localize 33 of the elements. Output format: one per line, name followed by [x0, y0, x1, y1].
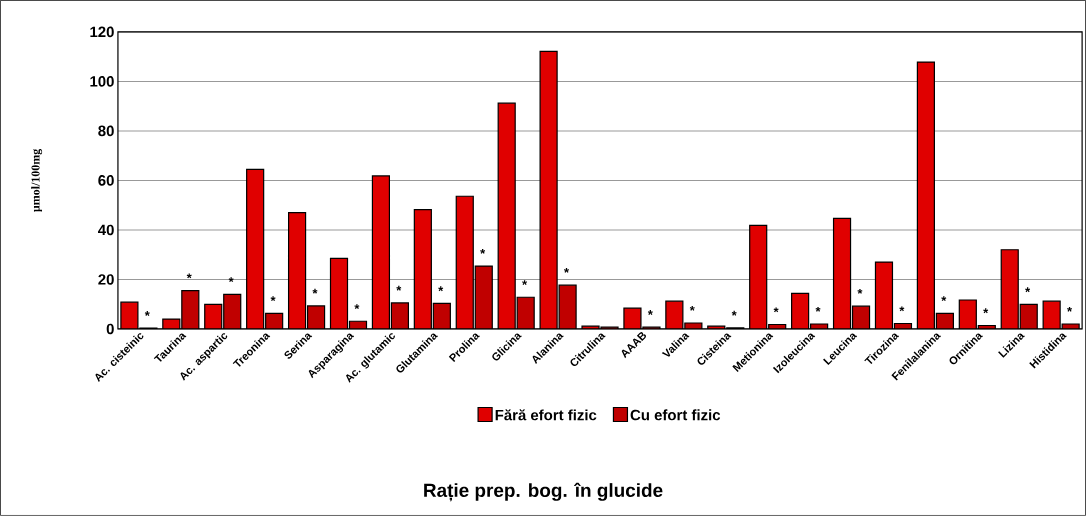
- y-tick-label: 40: [98, 224, 114, 236]
- annotation: *: [564, 268, 569, 273]
- y-tick-label: 60: [98, 175, 114, 186]
- annotation: *: [647, 310, 653, 315]
- annotation: *: [689, 305, 695, 311]
- annotation: *: [857, 289, 863, 294]
- annotation: *: [941, 296, 947, 302]
- annotation: *: [522, 280, 528, 286]
- annotation: *: [186, 273, 192, 279]
- annotation: *: [731, 310, 737, 316]
- annotation: *: [815, 306, 821, 312]
- annotation: *: [312, 288, 318, 294]
- annotation: *: [354, 304, 360, 310]
- annotation: *: [773, 307, 779, 313]
- y-tick-label: 80: [98, 125, 114, 137]
- legend-label: Cu efort fizic: [630, 409, 721, 421]
- annotation: *: [1025, 287, 1031, 293]
- annotation: *: [270, 296, 276, 302]
- annotation: *: [228, 277, 234, 283]
- annotation: *: [983, 308, 989, 314]
- y-tick-label: 0: [106, 323, 114, 335]
- annotation: *: [144, 311, 150, 316]
- y-tick-label: 120: [90, 26, 114, 38]
- text: Rație prep. bog. în glucide: [424, 482, 663, 502]
- annotation: *: [396, 285, 402, 291]
- legend-label: Fără efort fizic: [495, 409, 597, 421]
- y-tick-label: 100: [90, 76, 114, 87]
- annotation: *: [899, 306, 905, 312]
- y-axis-title: μmol/100mg: [31, 148, 43, 212]
- annotation: *: [1067, 306, 1073, 312]
- y-tick-label: 20: [98, 274, 114, 285]
- annotation: *: [480, 249, 486, 254]
- annotation: *: [438, 286, 444, 292]
